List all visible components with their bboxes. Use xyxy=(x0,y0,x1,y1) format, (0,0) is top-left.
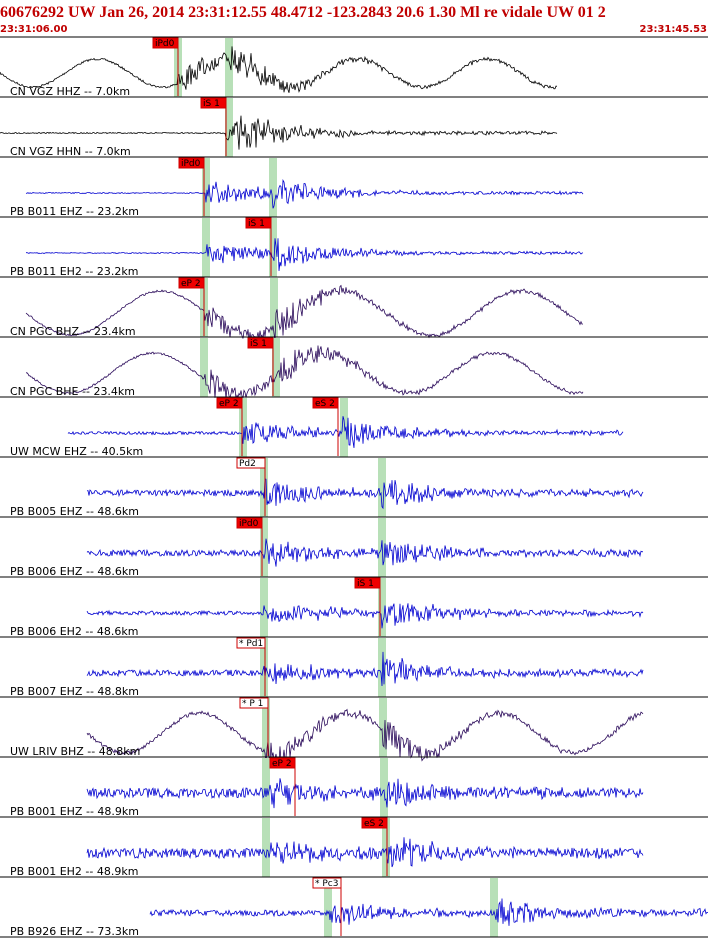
event-title: 60676292 UW Jan 26, 2014 23:31:12.55 48.… xyxy=(0,4,606,21)
waveform xyxy=(67,416,624,448)
pick-label: iS 1 xyxy=(250,339,267,349)
pick-label: eS 2 xyxy=(364,819,384,829)
waveform xyxy=(86,708,644,764)
trace: PB B006 EHZ -- 48.6km iPd0 xyxy=(0,516,708,578)
trace: PB B005 EHZ -- 48.6km Pd2 xyxy=(0,456,708,518)
trace: CN PGC BHZ -- 23.4km eP 2 xyxy=(0,276,708,342)
phase-window xyxy=(324,878,332,937)
pick-label: iS 1 xyxy=(357,579,374,589)
waveform xyxy=(149,898,708,926)
waveform xyxy=(86,478,644,510)
phase-window xyxy=(272,338,280,397)
trace-label: PB B006 EH2 -- 48.6km xyxy=(10,625,138,638)
trace-label: PB B007 EHZ -- 48.8km xyxy=(10,685,139,698)
trace-label: CN VGZ HHN -- 7.0km xyxy=(10,145,131,158)
phase-window xyxy=(262,698,270,757)
waveform xyxy=(86,651,644,687)
trace-label: CN PGC BHE -- 23.4km xyxy=(10,385,135,398)
waveform xyxy=(86,778,644,809)
pick-label: iS 1 xyxy=(248,219,265,229)
phase-window xyxy=(225,38,233,97)
pick-label: eP 2 xyxy=(272,759,292,769)
waveform xyxy=(86,837,644,868)
phase-window xyxy=(380,758,388,817)
waveform xyxy=(25,284,584,342)
phase-window xyxy=(262,818,270,877)
waveform xyxy=(86,603,644,629)
phase-window xyxy=(202,218,210,277)
phase-window xyxy=(378,638,386,697)
waveform xyxy=(0,46,558,93)
trace-label: CN PGC BHZ -- 23.4km xyxy=(10,325,136,338)
trace: PB B001 EH2 -- 48.9km eS 2 xyxy=(0,816,708,878)
phase-window xyxy=(270,278,278,337)
pick-label: iS 1 xyxy=(203,99,220,109)
trace-label: CN VGZ HHZ -- 7.0km xyxy=(10,85,130,98)
trace-label: PB B011 EHZ -- 23.2km xyxy=(10,205,139,218)
trace-label: PB B926 EHZ -- 73.3km xyxy=(10,925,139,938)
end-time: 23:31:45.53 xyxy=(640,24,708,35)
phase-window xyxy=(239,398,247,457)
phase-window xyxy=(200,338,208,397)
pick-label: * P 1 xyxy=(242,699,263,709)
trace: PB B001 EHZ -- 48.9km eP 2 xyxy=(0,756,708,818)
phase-window xyxy=(378,458,386,517)
trace-label: PB B001 EHZ -- 48.9km xyxy=(10,805,139,818)
phase-window xyxy=(269,218,277,277)
pick-label: eP 2 xyxy=(181,279,201,289)
phase-window xyxy=(202,158,210,217)
trace: PB B011 EHZ -- 23.2km iPd0 xyxy=(0,156,708,218)
trace: PB B011 EH2 -- 23.2km iS 1 xyxy=(0,216,708,278)
trace: PB B006 EH2 -- 48.6km iS 1 xyxy=(0,576,708,638)
phase-window xyxy=(260,518,268,577)
phase-window xyxy=(225,98,233,157)
pick-label: iPd0 xyxy=(239,519,259,529)
waveform xyxy=(25,178,584,209)
trace: PB B926 EHZ -- 73.3km * Pc3 xyxy=(0,876,708,938)
waveform xyxy=(26,345,584,400)
phase-window xyxy=(379,698,387,757)
waveform xyxy=(86,538,644,567)
trace: CN VGZ HHN -- 7.0km iS 1 xyxy=(0,96,708,158)
pick-label: iPd0 xyxy=(155,39,175,49)
trace-label: PB B001 EH2 -- 48.9km xyxy=(10,865,138,878)
trace: CN PGC BHE -- 23.4km iS 1 xyxy=(0,336,708,400)
trace-label: PB B011 EH2 -- 23.2km xyxy=(10,265,138,278)
pick-label: eP 2 xyxy=(219,399,239,409)
phase-window xyxy=(262,758,270,817)
phase-window xyxy=(382,818,390,877)
trace: UW MCW EHZ -- 40.5km eP 2 eS 2 xyxy=(0,396,708,458)
phase-window xyxy=(260,458,268,517)
phase-window xyxy=(490,878,498,937)
trace-label: PB B006 EHZ -- 48.6km xyxy=(10,565,139,578)
pick-label: * Pd1 xyxy=(239,639,263,649)
phase-window xyxy=(340,398,348,457)
pick-label: iPd0 xyxy=(181,159,201,169)
start-time: 23:31:06.00 xyxy=(0,24,68,35)
trace-label: UW MCW EHZ -- 40.5km xyxy=(10,445,143,458)
trace-label: PB B005 EHZ -- 48.6km xyxy=(10,505,139,518)
pick-label: eS 2 xyxy=(315,399,335,409)
waveform xyxy=(0,115,558,150)
trace: CN VGZ HHZ -- 7.0km iPd0 xyxy=(0,36,708,98)
trace-label: UW LRIV BHZ -- 48.8km xyxy=(10,745,140,758)
trace: UW LRIV BHZ -- 48.8km * P 1 xyxy=(0,696,708,764)
pick-label: * Pc3 xyxy=(315,879,338,889)
waveform xyxy=(25,238,584,271)
phase-window xyxy=(269,158,277,217)
pick-label: Pd2 xyxy=(239,459,256,469)
phase-window xyxy=(378,578,386,637)
trace: PB B007 EHZ -- 48.8km * Pd1 xyxy=(0,636,708,698)
